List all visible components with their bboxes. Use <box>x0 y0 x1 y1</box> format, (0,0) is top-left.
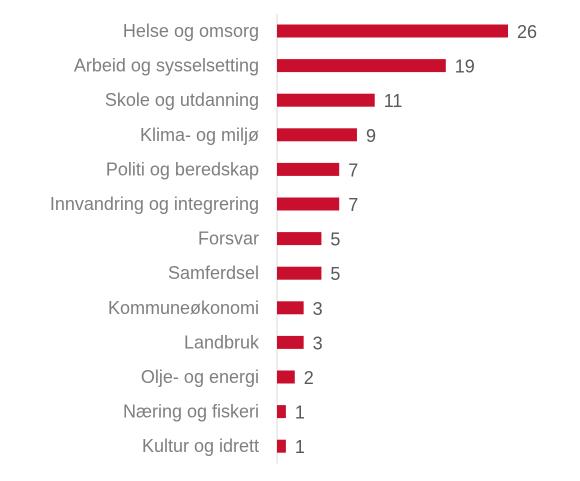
category-label: Innvandring og integrering <box>50 194 259 214</box>
category-label: Olje- og energi <box>141 367 259 387</box>
category-label: Kultur og idrett <box>142 436 259 456</box>
category-label: Skole og utdanning <box>105 90 259 110</box>
bar <box>277 335 304 349</box>
bar-value-label: 26 <box>517 22 537 42</box>
bar <box>277 24 508 38</box>
bar-value-label: 9 <box>366 126 376 146</box>
bar-value-label: 19 <box>455 57 475 77</box>
bar <box>277 232 322 246</box>
category-label: Samferdsel <box>168 263 259 283</box>
bar-value-label: 11 <box>384 91 403 111</box>
bar <box>277 197 340 211</box>
bar-value-label: 3 <box>313 333 323 353</box>
category-label: Klima- og miljø <box>140 125 259 145</box>
category-label: Politi og beredskap <box>106 159 259 179</box>
bar <box>277 370 295 384</box>
bar-value-label: 5 <box>330 230 340 250</box>
bar-value-label: 1 <box>295 403 305 423</box>
category-label: Kommuneøkonomi <box>108 298 259 318</box>
bar <box>277 59 446 73</box>
bar <box>277 301 304 315</box>
category-label: Næring og fiskeri <box>123 402 259 422</box>
bar <box>277 405 286 419</box>
bar-value-label: 7 <box>348 160 358 180</box>
category-label: Forsvar <box>198 229 259 249</box>
bar <box>277 266 322 280</box>
bar <box>277 93 375 107</box>
bar-value-label: 2 <box>304 368 314 388</box>
bar <box>277 439 286 453</box>
bar-value-label: 3 <box>313 299 323 319</box>
bar <box>277 162 340 176</box>
category-label: Arbeid og sysselsetting <box>74 56 259 76</box>
category-label: Landbruk <box>184 332 260 352</box>
bar-value-label: 1 <box>295 437 305 457</box>
bar-value-label: 5 <box>330 264 340 284</box>
bar-value-label: 7 <box>348 195 358 215</box>
bar <box>277 128 357 142</box>
category-label: Helse og omsorg <box>123 21 259 41</box>
